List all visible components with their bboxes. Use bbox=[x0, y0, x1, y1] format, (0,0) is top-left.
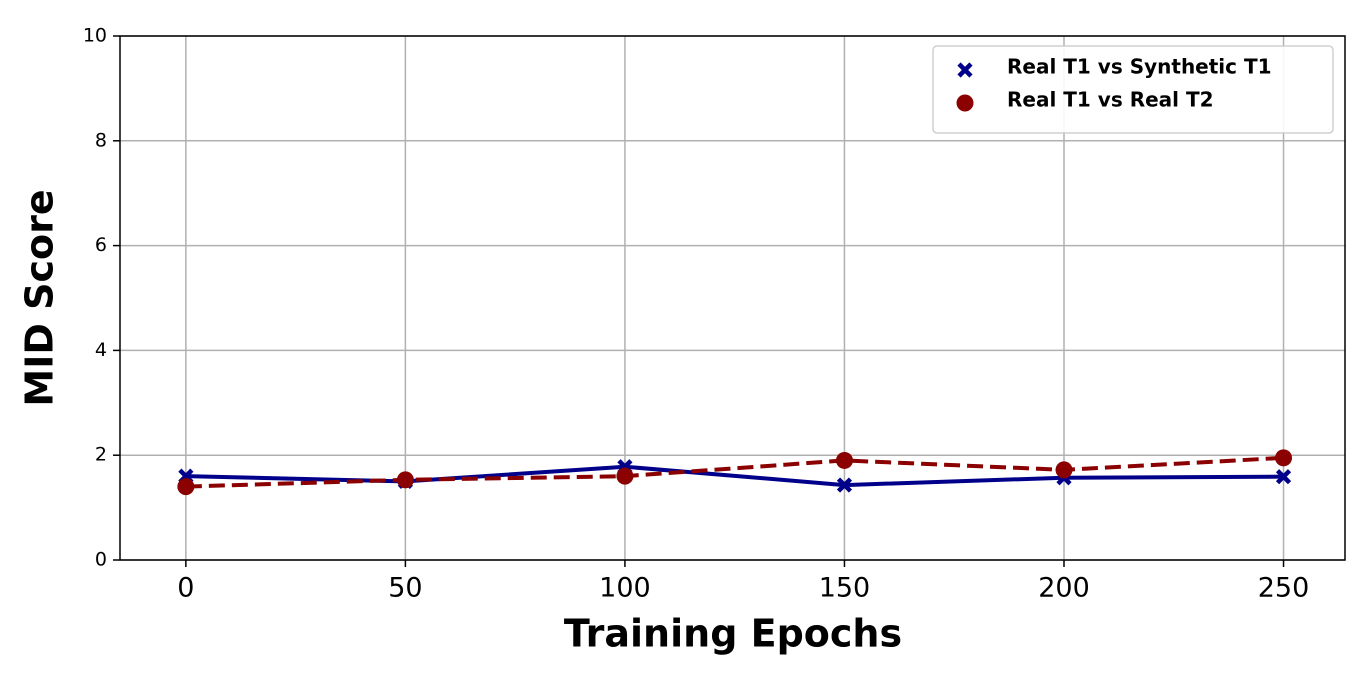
marker bbox=[616, 467, 634, 485]
legend-label: Real T1 vs Real T2 bbox=[1007, 88, 1214, 112]
y-tick-label: 8 bbox=[95, 129, 107, 151]
y-tick-label: 0 bbox=[95, 549, 107, 571]
marker bbox=[396, 471, 414, 489]
x-tick-label: 100 bbox=[599, 573, 651, 604]
line bbox=[185, 455, 1284, 489]
marker bbox=[957, 62, 973, 78]
marker bbox=[1275, 449, 1293, 467]
x-tick-label: 50 bbox=[388, 573, 422, 604]
x-axis-label: Training Epochs bbox=[564, 612, 902, 656]
y-tick-label: 2 bbox=[95, 444, 107, 466]
x-tick-label: 200 bbox=[1038, 573, 1090, 604]
y-tick-label: 4 bbox=[95, 339, 107, 361]
y-tick-label: 10 bbox=[83, 25, 107, 47]
marker bbox=[835, 451, 853, 469]
marker bbox=[1055, 461, 1073, 479]
marker bbox=[177, 478, 195, 496]
y-tick-label: 6 bbox=[95, 234, 107, 256]
legend-label: Real T1 vs Synthetic T1 bbox=[1007, 55, 1272, 79]
marker bbox=[836, 477, 853, 493]
legend-box bbox=[932, 45, 1334, 134]
x-tick-label: 250 bbox=[1258, 573, 1310, 604]
y-axis-label: MID Score bbox=[18, 189, 62, 406]
line bbox=[185, 464, 1284, 488]
x-tick-label: 0 bbox=[177, 573, 194, 604]
plot-frame bbox=[119, 35, 1346, 561]
marker bbox=[956, 94, 974, 112]
marker bbox=[1275, 469, 1292, 485]
x-tick-label: 150 bbox=[819, 573, 871, 604]
